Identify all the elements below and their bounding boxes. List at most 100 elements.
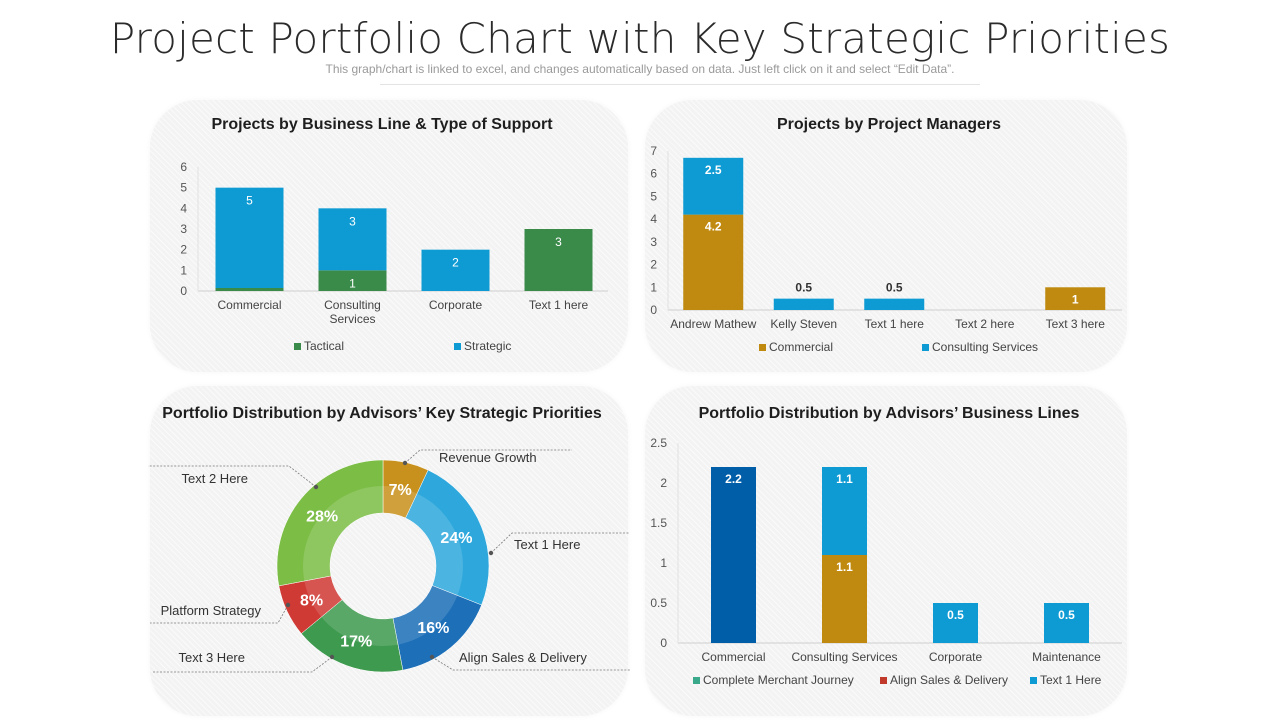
leader-dot: [429, 654, 435, 660]
y-tick-label: 2: [660, 476, 667, 490]
bar-segment: [318, 270, 387, 291]
page-subtitle: This graph/chart is linked to excel, and…: [325, 62, 955, 76]
data-label: 0.5: [795, 281, 812, 295]
data-label: 2.2: [725, 472, 742, 486]
y-tick-label: 6: [180, 160, 187, 174]
x-tick-label: Consulting Services: [791, 650, 897, 664]
y-tick-label: 0: [660, 636, 667, 650]
x-tick-label: Maintenance: [1032, 650, 1101, 664]
donut-slice-highlight: [303, 486, 383, 581]
y-tick-label: 0: [650, 303, 657, 317]
y-tick-label: 5: [650, 189, 657, 203]
y-tick-label: 0: [180, 284, 187, 298]
legend-label: Complete Merchant Journey: [703, 673, 854, 687]
slice-category-label: Text 2 Here: [182, 471, 248, 486]
slice-category-label: Revenue Growth: [439, 450, 537, 465]
legend-swatch: [294, 343, 301, 350]
slice-value-label: 17%: [340, 633, 372, 650]
x-tick-label: Text 3 here: [1046, 317, 1106, 331]
chart-title: Portfolio Distribution by Advisors’ Key …: [162, 405, 602, 422]
leader-dot: [285, 602, 291, 608]
y-tick-label: 1.5: [650, 516, 667, 530]
donut-slice: [276, 459, 384, 587]
donut-slice-highlight: [383, 486, 418, 519]
bar-segment: [1045, 287, 1106, 310]
y-tick-label: 4: [650, 212, 657, 226]
x-tick-label: Text 1 here: [865, 317, 925, 331]
bar-segment: [1044, 603, 1089, 643]
chart-title: Portfolio Distribution by Advisors’ Busi…: [699, 405, 1080, 422]
donut-chart: Portfolio Distribution by Advisors’ Key …: [148, 405, 630, 673]
bar-segment: [711, 467, 756, 643]
slice-value-label: 8%: [300, 593, 323, 610]
legend-label: Commercial: [769, 340, 833, 354]
x-tick-label: Andrew Mathew: [670, 317, 756, 331]
leader-line: [152, 656, 333, 673]
legend-label: Strategic: [464, 339, 511, 353]
data-label: 0.5: [1058, 608, 1075, 622]
bar-segment: [215, 288, 284, 291]
slice-value-label: 28%: [306, 509, 338, 526]
x-tick-label: Corporate: [429, 298, 483, 312]
leader-dot: [488, 550, 494, 556]
x-tick-label: Text 2 here: [955, 317, 1015, 331]
slice-value-label: 24%: [440, 530, 472, 547]
chart-title: Projects by Business Line & Type of Supp…: [211, 116, 553, 133]
y-tick-label: 1: [660, 556, 667, 570]
legend-swatch: [454, 343, 461, 350]
data-label: 1.1: [836, 560, 853, 574]
y-tick-label: 4: [180, 201, 187, 215]
data-label: 4.2: [705, 220, 722, 234]
y-tick-label: 2.5: [650, 436, 667, 450]
data-label: 0.5: [886, 281, 903, 295]
bar-segment: [683, 214, 744, 310]
data-label: 2.5: [705, 163, 722, 177]
bar-chart-2: Projects by Project Managers 0 1 2 3 4 5 6 7 4.2 2…: [650, 116, 1122, 354]
donut-slice-highlight: [304, 575, 343, 617]
bar-segment: [318, 208, 387, 271]
legend-label: Consulting Services: [932, 340, 1038, 354]
slice-category-label: Text 1 Here: [514, 537, 580, 552]
legend-swatch: [880, 677, 887, 684]
bar-segment: [933, 603, 978, 643]
data-label: 1.1: [836, 472, 853, 486]
y-tick-label: 6: [650, 167, 657, 181]
donut-slice-highlight: [321, 599, 398, 646]
donut-slice-highlight: [392, 585, 458, 645]
bar-segment: [773, 298, 834, 310]
y-tick-label: 1: [180, 263, 187, 277]
x-tick-label: Commercial: [701, 650, 765, 664]
slice-category-label: Text 3 Here: [179, 650, 245, 665]
page-title: Project Portfolio Chart with Key Strateg…: [109, 14, 1171, 63]
y-tick-label: 3: [180, 222, 187, 236]
legend-swatch: [922, 344, 929, 351]
y-tick-label: 2: [180, 243, 187, 257]
bar-segment: [524, 229, 593, 291]
bar-segment: [215, 187, 284, 291]
slice-value-label: 7%: [389, 482, 412, 499]
slice-category-label: Platform Strategy: [161, 603, 262, 618]
bar-chart-4: Portfolio Distribution by Advisors’ Busi…: [650, 405, 1122, 687]
bar-chart-1: Projects by Business Line & Type of Supp…: [180, 116, 608, 353]
title-divider: [380, 84, 980, 85]
donut-slice-highlight: [405, 493, 463, 596]
slice-value-label: 16%: [417, 620, 449, 637]
leader-line: [150, 604, 289, 624]
bar-segment: [421, 249, 490, 291]
y-tick-label: 0.5: [650, 596, 667, 610]
x-tick-label: Consulting: [324, 298, 381, 312]
y-tick-label: 2: [650, 258, 657, 272]
x-tick-label: Text 1 here: [529, 298, 589, 312]
legend-label: Align Sales & Delivery: [890, 673, 1008, 687]
y-tick-label: 1: [650, 280, 657, 294]
leader-dot: [313, 484, 319, 490]
y-tick-label: 7: [650, 144, 657, 158]
bar-segment: [822, 467, 867, 555]
chart-panel-project-managers: [645, 100, 1127, 372]
x-tick-label: Kelly Steven: [770, 317, 837, 331]
legend-label: Text 1 Here: [1040, 673, 1102, 687]
chart-title: Projects by Project Managers: [777, 116, 1001, 133]
data-label: 5: [246, 194, 253, 208]
leader-line: [490, 532, 630, 554]
